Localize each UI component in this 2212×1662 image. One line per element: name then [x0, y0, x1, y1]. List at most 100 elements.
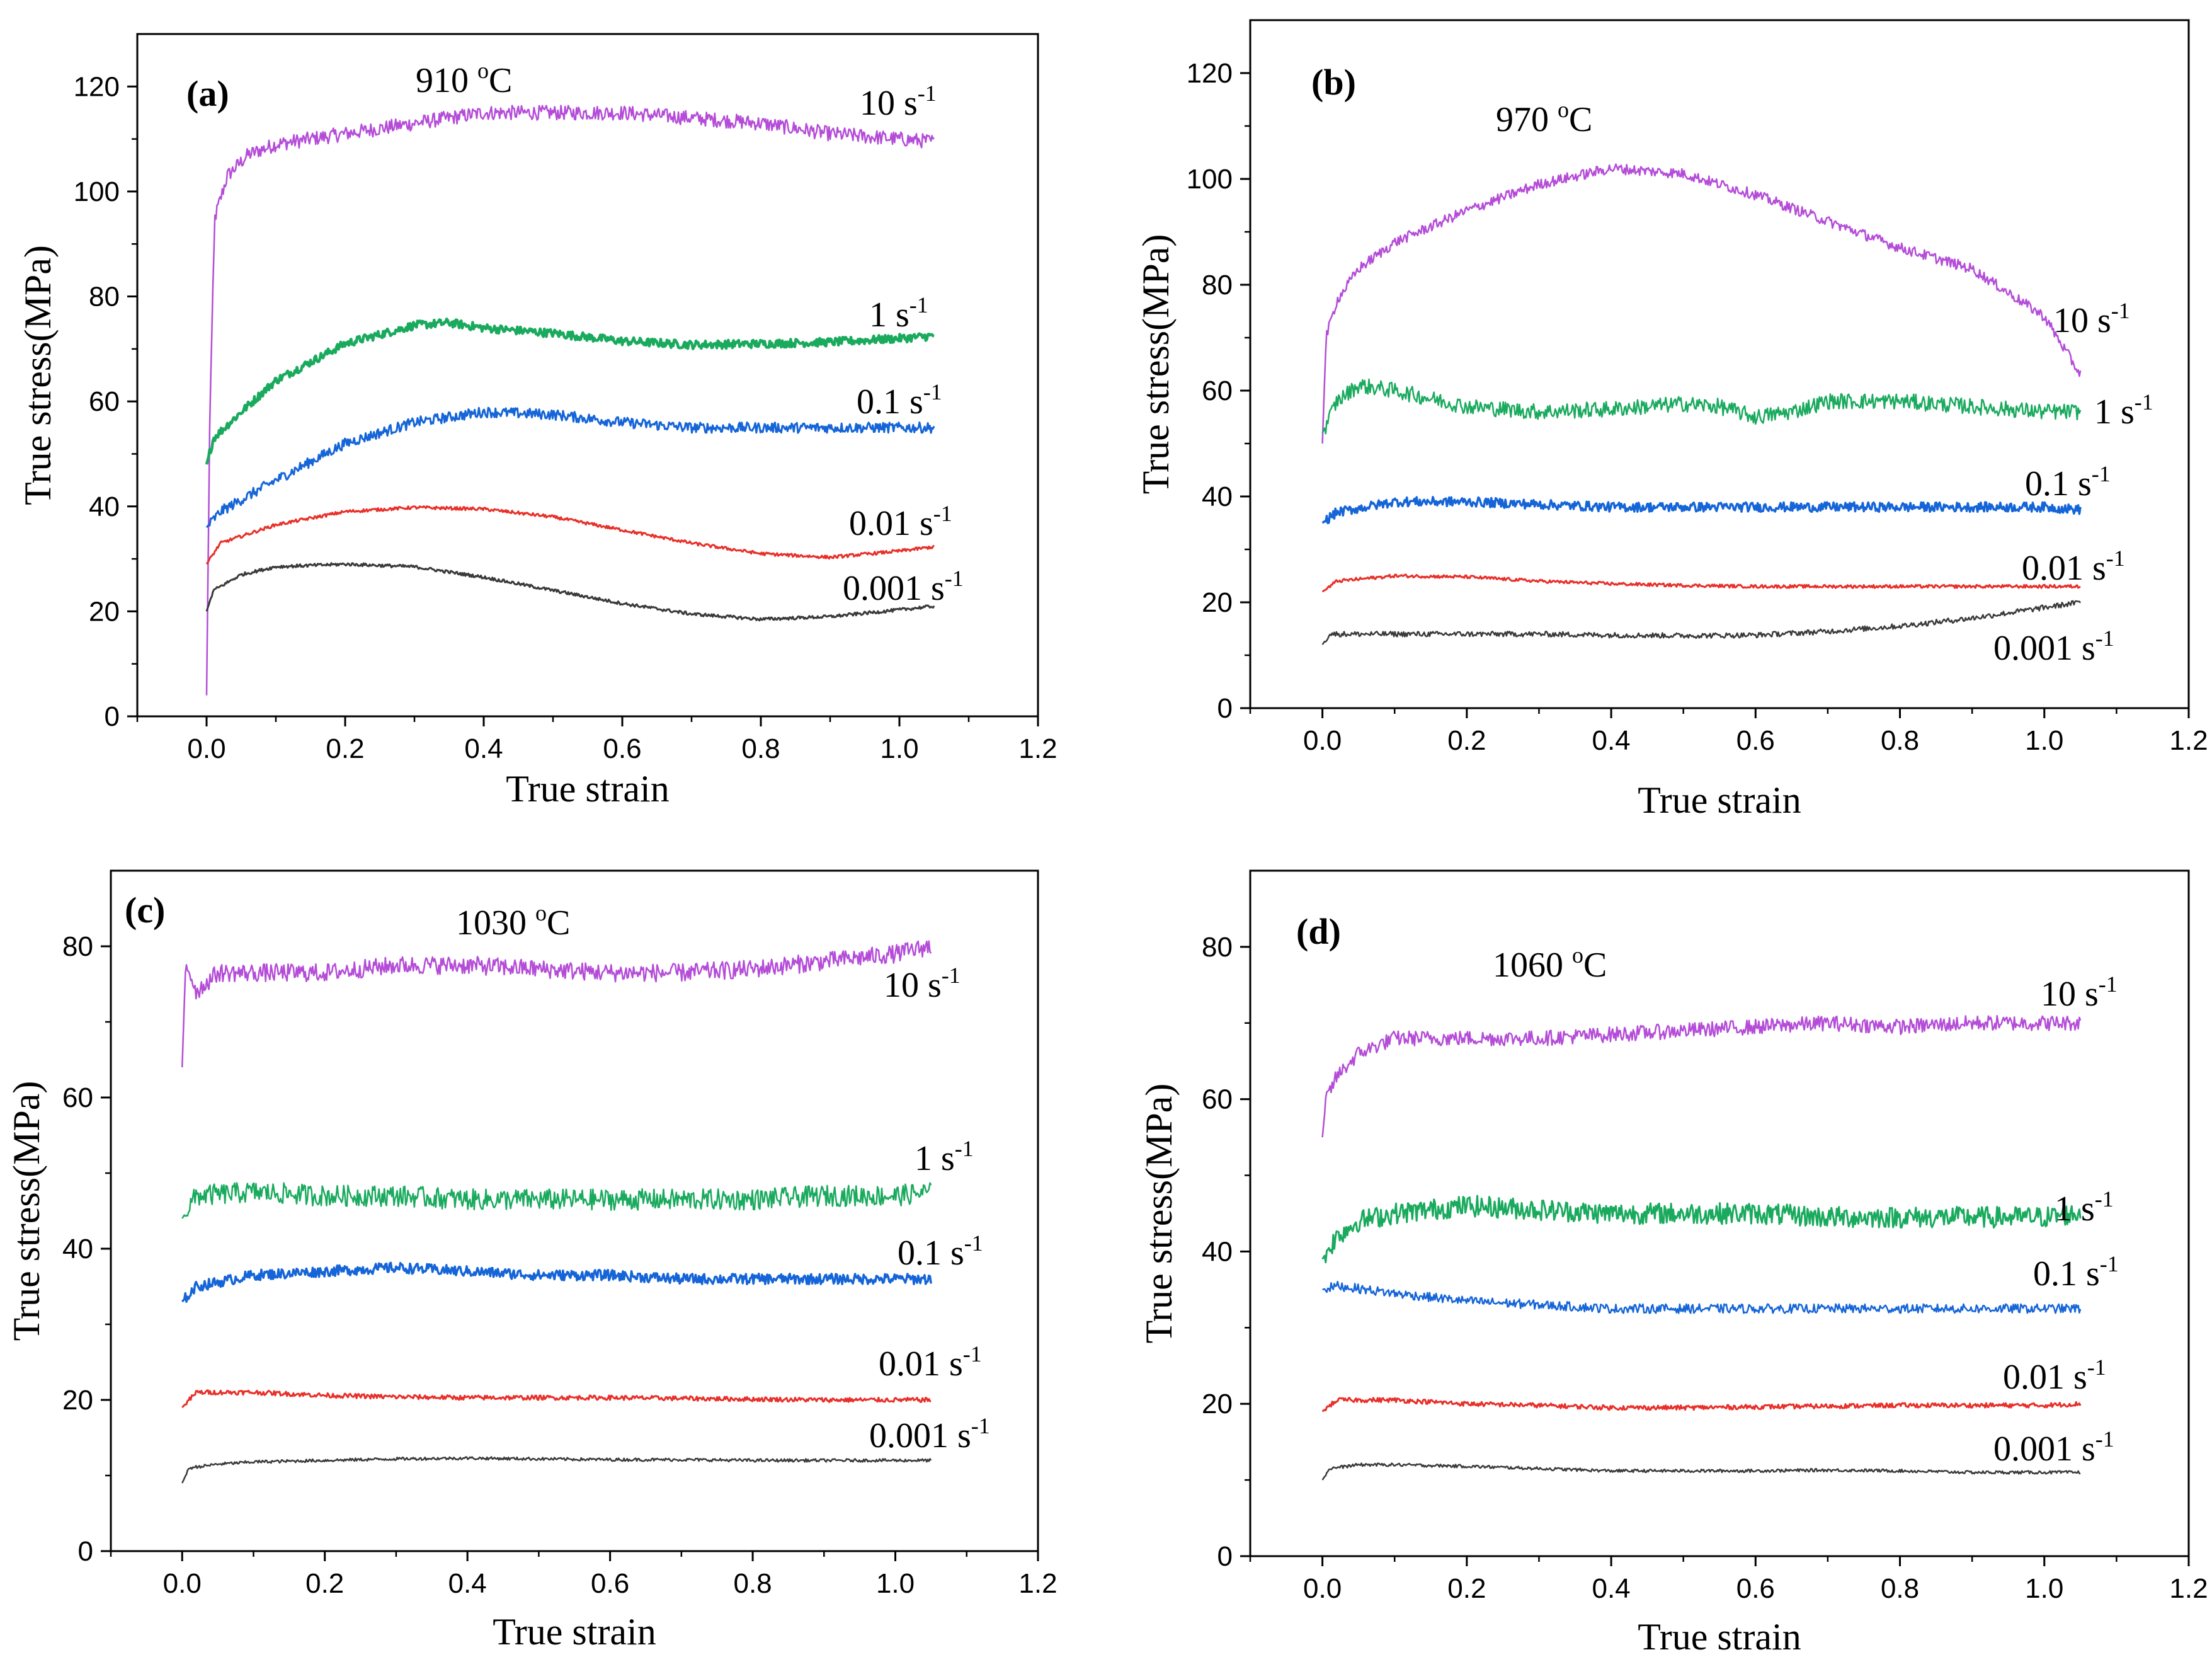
temperature-unit: C	[547, 903, 570, 943]
x-tick-label: 0.8	[1881, 1573, 1919, 1604]
temperature-value: 1060	[1493, 946, 1572, 985]
rate-label-4: 0.001 s-1	[1993, 626, 2114, 668]
x-tick-label: 1.0	[2025, 725, 2063, 756]
x-tick-label: 1.2	[2169, 1573, 2208, 1604]
rate-label-exponent: -1	[2111, 298, 2130, 323]
y-tick-label: 120	[1187, 58, 1233, 89]
degree-symbol: o	[535, 900, 547, 926]
rate-label-base: 0.01 s	[2003, 1358, 2087, 1397]
series-line-1	[1321, 378, 2082, 435]
y-tick-label: 120	[74, 71, 120, 102]
rate-label-4: 0.001 s-1	[843, 566, 964, 608]
y-tick-label: 20	[1202, 1389, 1233, 1419]
y-axis-title: True stress(MPa)	[1135, 234, 1177, 495]
temperature-unit: C	[1583, 946, 1607, 985]
y-tick-label: 60	[1202, 375, 1233, 406]
series-line-0_001	[1321, 1462, 2081, 1481]
rate-label-exponent: -1	[923, 379, 942, 404]
rate-label-base: 0.01 s	[2022, 549, 2106, 588]
y-tick-label: 0	[105, 701, 120, 732]
rate-label-2: 0.1 s-1	[857, 379, 942, 421]
y-tick-label: 40	[62, 1234, 93, 1264]
series-line-0_1	[205, 406, 935, 529]
series-line-1	[1321, 1195, 2082, 1264]
x-tick-label: 0.8	[741, 733, 780, 764]
x-tick-label: 0.0	[187, 733, 225, 764]
x-tick-label: 0.6	[603, 733, 641, 764]
rate-label-base: 0.001 s	[843, 569, 945, 608]
y-axis-title: True stress(MPa)	[17, 245, 59, 505]
rate-label-exponent: -1	[2095, 626, 2114, 651]
rate-label-exponent: -1	[942, 963, 961, 988]
x-tick-label: 0.4	[464, 733, 503, 764]
chart-panel-3: 0.0 0.2 0.4 0.6 0.8 1.0 1.2 0 20 40 60 80 True strai…	[6, 869, 1058, 1653]
rate-label-4: 0.001 s-1	[869, 1413, 990, 1455]
x-tick-label: 0.0	[163, 1568, 202, 1599]
series-line-1	[205, 318, 935, 465]
y-tick-label: 40	[1202, 1236, 1233, 1267]
x-tick-label: 0.2	[1447, 1573, 1486, 1604]
y-tick-label: 60	[1202, 1084, 1233, 1115]
y-tick-label: 0	[1217, 693, 1233, 724]
x-tick-label: 1.2	[1018, 1568, 1057, 1599]
y-tick-label: 0	[1217, 1541, 1233, 1572]
y-tick-label: 100	[74, 176, 120, 207]
y-tick-label: 60	[89, 386, 120, 417]
series-line-10	[205, 105, 935, 696]
rate-label-exponent: -1	[964, 1230, 983, 1256]
rate-label-1: 1 s-1	[869, 292, 928, 335]
rate-label-2: 0.1 s-1	[2033, 1251, 2119, 1293]
rate-label-base: 0.1 s	[857, 382, 923, 421]
y-tick-label: 80	[62, 931, 93, 962]
x-tick-label: 0.4	[448, 1568, 487, 1599]
temperature-value: 910	[416, 61, 477, 100]
degree-symbol: o	[477, 58, 489, 83]
rate-label-exponent: -1	[933, 501, 952, 526]
degree-symbol: o	[1558, 97, 1569, 122]
series-line-10	[1321, 1015, 2082, 1138]
panel-label: (d)	[1296, 911, 1341, 952]
rate-label-3: 0.01 s-1	[2022, 546, 2125, 588]
x-tick-label: 0.2	[326, 733, 364, 764]
rate-label-exponent: -1	[963, 1341, 982, 1367]
rate-label-3: 0.01 s-1	[2003, 1355, 2106, 1397]
x-tick-label: 0.0	[1303, 1573, 1342, 1604]
rate-label-3: 0.01 s-1	[849, 501, 952, 543]
temperature-label: 1060 oC	[1493, 943, 1607, 985]
rate-label-base: 10 s	[2041, 975, 2099, 1014]
rate-label-exponent: -1	[2095, 1426, 2114, 1452]
rate-label-exponent: -1	[971, 1413, 990, 1438]
rate-label-base: 0.1 s	[2025, 464, 2092, 503]
temperature-label: 970 oC	[1496, 97, 1592, 139]
rate-label-base: 10 s	[884, 966, 942, 1005]
x-axis-title: True strain	[1638, 779, 1801, 821]
x-axis-title: True strain	[493, 1611, 656, 1653]
temperature-label: 1030 oC	[456, 900, 570, 943]
panel-label: (b)	[1311, 62, 1356, 103]
rate-label-base: 1 s	[2055, 1189, 2095, 1229]
y-tick-label: 80	[89, 282, 120, 312]
x-tick-label: 0.6	[1736, 1573, 1775, 1604]
rate-label-base: 10 s	[860, 84, 918, 123]
rate-label-exponent: -1	[2087, 1355, 2106, 1380]
degree-symbol: o	[1572, 943, 1583, 968]
rate-label-base: 1 s	[869, 295, 909, 335]
rate-label-exponent: -1	[909, 292, 928, 318]
rate-label-base: 0.001 s	[1993, 1430, 2095, 1469]
chart-panel-4: 0.0 0.2 0.4 0.6 0.8 1.0 1.2 0 20 40 60 80 True strai…	[1138, 869, 2208, 1658]
temperature-value: 970	[1496, 100, 1558, 139]
series-line-0_01	[1321, 1397, 2082, 1413]
rate-label-exponent: -1	[2095, 1186, 2114, 1212]
y-tick-label: 80	[1202, 270, 1233, 301]
series-line-0_1	[1322, 1280, 2082, 1314]
y-tick-label: 20	[62, 1385, 93, 1416]
plot-frame	[1249, 869, 2190, 1557]
rate-label-1: 1 s-1	[2094, 389, 2153, 432]
temperature-unit: C	[1569, 100, 1592, 139]
y-tick-label: 20	[1202, 587, 1233, 618]
rate-label-base: 0.1 s	[2033, 1254, 2100, 1293]
x-tick-label: 1.0	[2025, 1573, 2063, 1604]
rate-label-0: 10 s-1	[2053, 298, 2130, 340]
series-line-1	[181, 1182, 932, 1219]
series-line-0_01	[1321, 573, 2081, 593]
